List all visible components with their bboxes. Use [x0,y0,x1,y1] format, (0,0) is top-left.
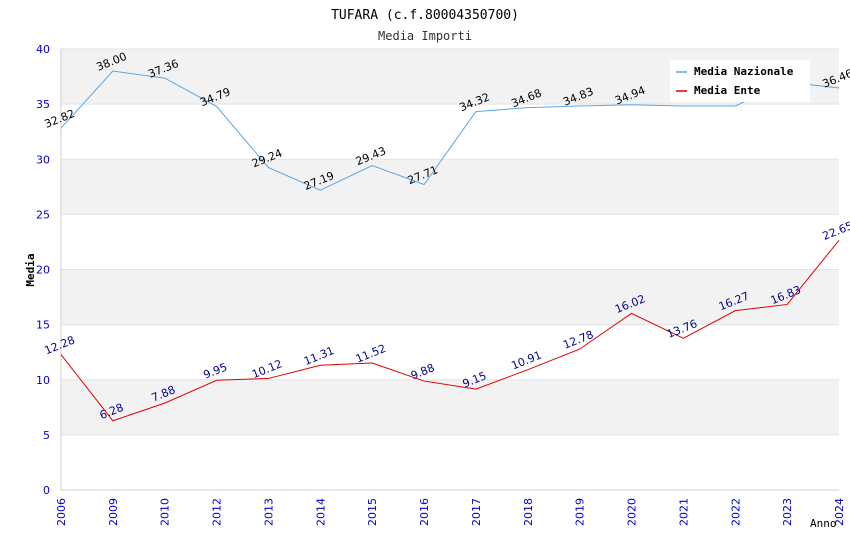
x-tick-label: 2022 [729,498,742,526]
chart-title: TUFARA (c.f.80004350700) [331,8,519,23]
x-tick-labels: 2006 2009 2010 2012 2013 2014 2015 2016 2017 2018… [55,498,846,526]
legend-label-media-ente: Media Ente [694,84,761,97]
y-tick-label: 40 [36,43,50,56]
x-tick-label: 2006 [55,498,68,526]
grid-band [61,214,839,270]
x-tick-label: 2023 [781,498,794,526]
x-tick-label: 2020 [626,498,639,526]
legend: Media Nazionale Media Ente [670,60,810,102]
y-tick-label: 30 [36,153,50,166]
grid-band [61,379,839,435]
y-tick-label: 10 [36,374,50,387]
x-axis-label: Anno [810,517,837,530]
grid-band [61,324,839,380]
y-tick-label: 0 [43,484,50,497]
x-tick-label: 2018 [522,498,535,526]
y-axis-label: Media [24,253,37,286]
axes [60,49,839,491]
x-tick-label: 2017 [470,498,483,526]
legend-label-media-nazionale: Media Nazionale [694,65,794,78]
series-lines [60,70,840,422]
y-tick-label: 15 [36,319,50,332]
x-tick-label: 2009 [107,498,120,526]
legend-box [670,60,810,102]
x-tick-label: 2014 [314,498,327,526]
y-tick-labels: 0 5 10 15 20 25 30 35 40 [36,43,50,497]
y-tick-label: 25 [36,208,50,221]
y-tick-label: 5 [43,429,50,442]
grid-band [61,434,839,490]
x-tick-label: 2024 [833,498,846,526]
x-tick-label: 2015 [366,498,379,526]
x-tick-label: 2019 [574,498,587,526]
x-tick-label: 2021 [677,498,690,526]
x-tick-label: 2012 [211,498,224,526]
grid-band [61,159,839,215]
chart-subtitle: Media Importi [378,29,472,43]
series-line-media-ente [60,239,840,422]
y-tick-label: 35 [36,98,50,111]
series-line-media-nazionale [60,70,840,191]
y-tick-label: 20 [36,264,50,277]
x-tick-label: 2016 [418,498,431,526]
x-tick-label: 2010 [159,498,172,526]
grid-bands [61,49,839,490]
x-tick-label: 2013 [262,498,275,526]
grid-band [61,269,839,325]
grid-band [61,104,839,160]
